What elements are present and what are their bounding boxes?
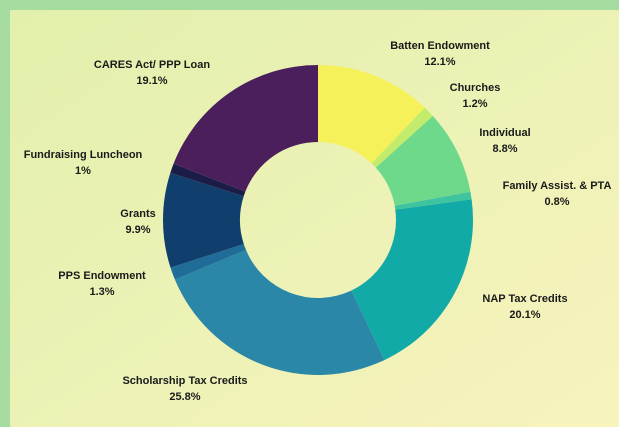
slice-value-label: 12.1% xyxy=(424,56,455,68)
slice-value-label: 0.8% xyxy=(544,196,569,208)
slice-value-label: 1.3% xyxy=(89,286,114,298)
slice-label: CARES Act/ PPP Loan xyxy=(94,59,210,71)
labels: Batten Endowment 12.1% Churches 1.2% Individ… xyxy=(24,40,612,403)
slice-label: NAP Tax Credits xyxy=(482,293,567,305)
slice-label: Fundraising Luncheon xyxy=(24,149,143,161)
slice xyxy=(351,199,473,361)
slice xyxy=(371,107,433,168)
slice-label: PPS Endowment xyxy=(58,270,146,282)
slice-value-label: 19.1% xyxy=(136,75,167,87)
slice-label: Batten Endowment xyxy=(390,40,490,52)
slice xyxy=(394,191,472,210)
slice-value-label: 8.8% xyxy=(492,143,517,155)
slice xyxy=(163,172,244,268)
slice xyxy=(174,249,385,375)
slice xyxy=(318,65,425,164)
slice xyxy=(173,64,318,192)
slice-label: Churches xyxy=(450,82,501,94)
slice-label: Scholarship Tax Credits xyxy=(122,375,247,387)
slice-value-label: 20.1% xyxy=(509,309,540,321)
slice-label: Grants xyxy=(120,208,155,220)
slice xyxy=(375,115,471,206)
slice-value-label: 1.2% xyxy=(462,98,487,110)
slice-value-label: 1% xyxy=(75,165,91,177)
slice-label: Individual xyxy=(479,127,530,139)
donut xyxy=(163,64,473,375)
slice xyxy=(170,163,246,197)
slice xyxy=(170,243,246,280)
slice-label: Family Assist. & PTA xyxy=(503,180,612,192)
slice-value-label: 25.8% xyxy=(169,391,200,403)
slice-value-label: 9.9% xyxy=(125,224,150,236)
